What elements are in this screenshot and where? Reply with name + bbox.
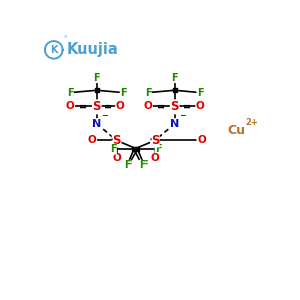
Text: O: O [116,101,124,112]
Text: O: O [66,101,74,112]
Text: F: F [110,144,116,154]
Text: '': '' [110,136,117,143]
Text: F: F [120,88,127,98]
Text: S: S [151,134,159,147]
Text: −: − [101,111,108,120]
Text: O: O [88,135,97,146]
Text: F: F [171,73,178,82]
Text: F: F [67,88,73,98]
Text: =: = [104,101,112,112]
Text: '': '' [149,136,156,143]
Text: °: ° [64,36,67,42]
Text: O: O [112,153,121,164]
Text: =: = [157,101,165,112]
Text: S: S [92,100,101,113]
Text: F: F [94,73,100,82]
Text: K: K [50,45,58,55]
Text: O: O [196,101,205,112]
Text: O: O [197,135,206,146]
Text: S: S [112,134,121,147]
Text: F: F [139,160,146,170]
Text: F: F [124,160,130,170]
Text: 2+: 2+ [245,118,258,127]
Text: −: − [179,111,186,120]
Text: F: F [155,144,162,154]
Text: F: F [197,88,204,98]
Text: F: F [145,88,151,98]
Text: =: = [183,101,191,112]
Text: O: O [151,153,159,164]
Text: =: = [80,101,88,112]
Text: O: O [144,101,152,112]
Text: Cu: Cu [227,124,245,137]
Text: S: S [170,100,179,113]
Text: F: F [125,160,131,170]
Text: F: F [141,160,148,170]
Text: N: N [92,119,101,129]
Text: N: N [170,119,179,129]
Text: Kuujia: Kuujia [67,42,118,57]
